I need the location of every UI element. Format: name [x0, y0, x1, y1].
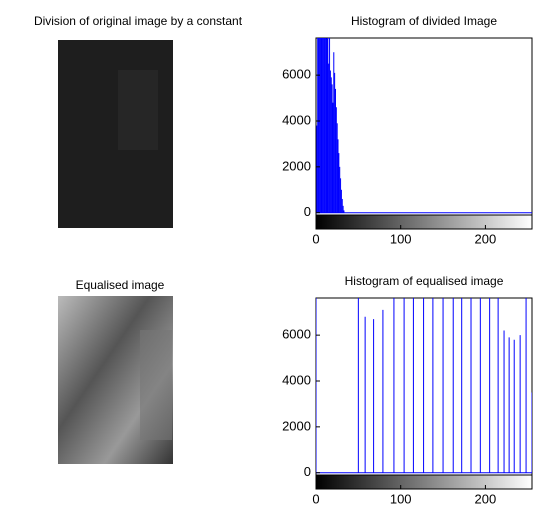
image-title: Division of original image by a constant: [34, 14, 243, 28]
colorbar: [316, 475, 532, 489]
image-title: Equalised image: [76, 278, 165, 292]
y-tick-label: 4000: [282, 372, 311, 387]
chart-title: Histogram of equalised image: [345, 274, 504, 288]
x-tick-label: 100: [390, 231, 412, 246]
x-tick-label: 100: [390, 491, 412, 506]
y-tick-label: 2000: [282, 418, 311, 433]
chart-title: Histogram of divided Image: [351, 14, 497, 28]
y-tick-label: 0: [304, 204, 311, 219]
y-tick-label: 0: [304, 464, 311, 479]
y-tick-label: 4000: [282, 112, 311, 127]
y-tick-label: 2000: [282, 158, 311, 173]
x-tick-label: 0: [312, 231, 319, 246]
x-tick-label: 200: [475, 231, 497, 246]
x-tick-label: 0: [312, 491, 319, 506]
image-detail: [140, 330, 172, 440]
image-detail: [118, 70, 158, 150]
colorbar: [316, 215, 532, 229]
plot-area: [316, 38, 532, 215]
figure: Division of original image by a constant…: [0, 0, 534, 514]
y-tick-label: 6000: [282, 67, 311, 82]
x-tick-label: 200: [475, 491, 497, 506]
y-tick-label: 6000: [282, 327, 311, 342]
